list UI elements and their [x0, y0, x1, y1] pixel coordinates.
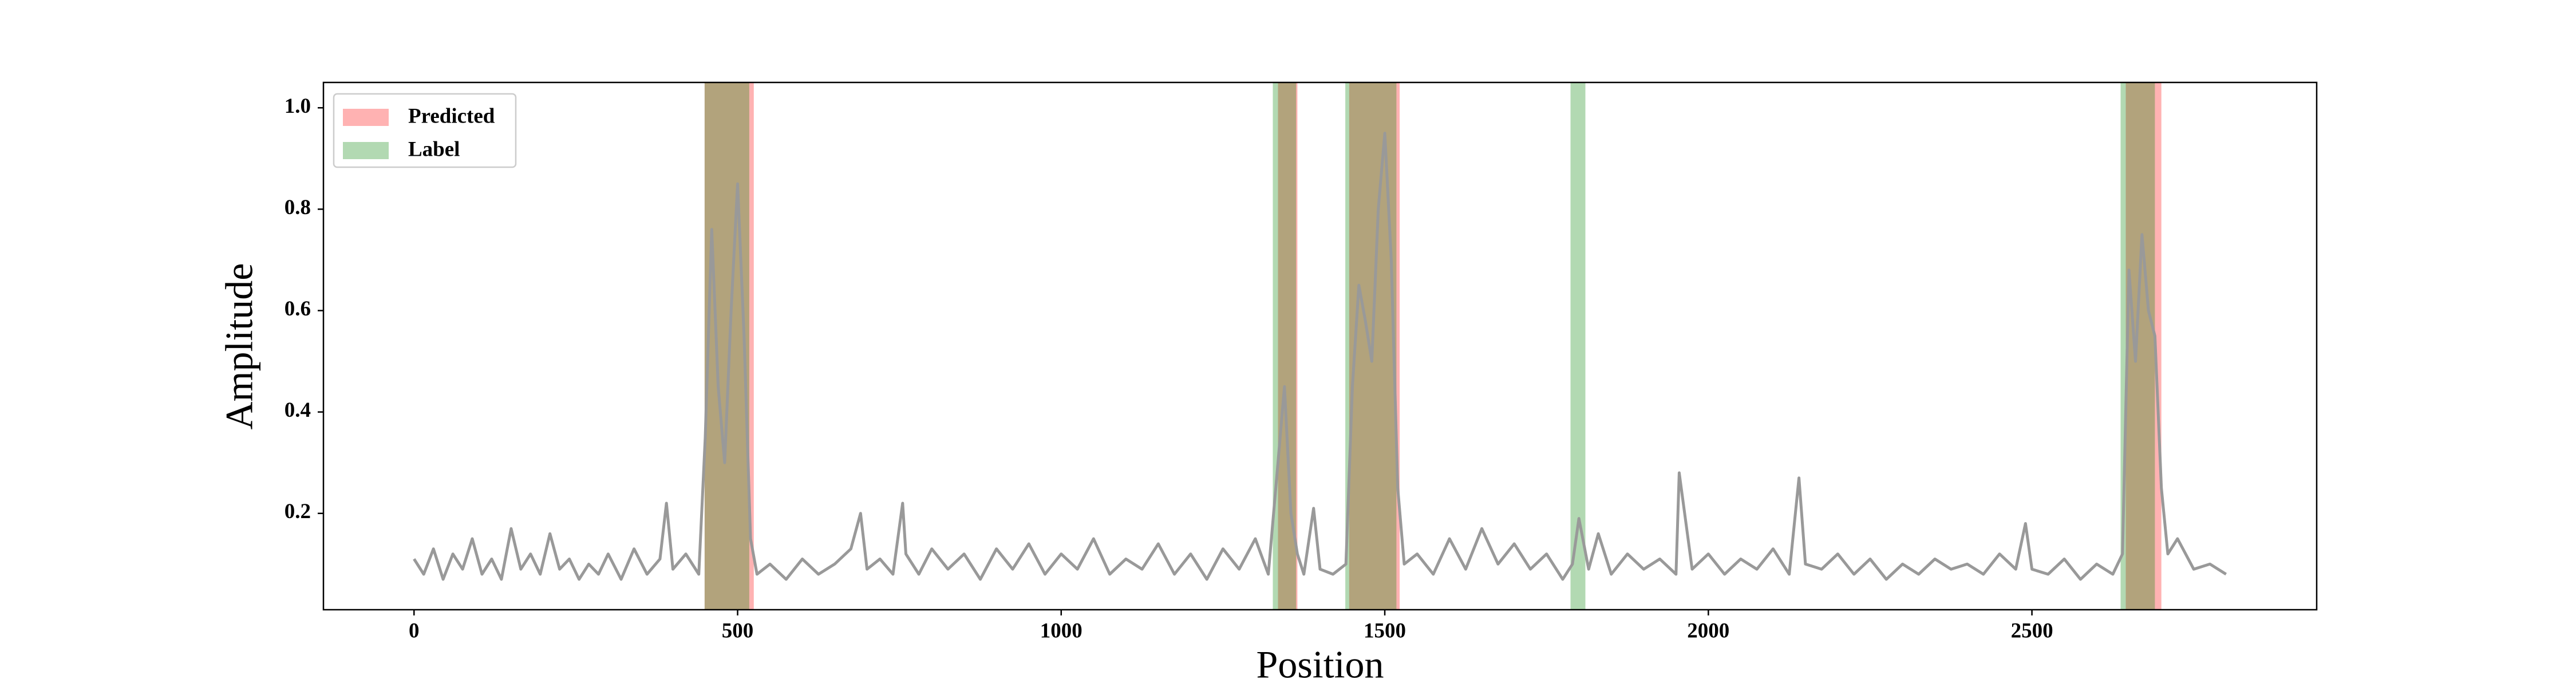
data-line — [413, 132, 2227, 581]
y-tick-label: 1.0 — [285, 94, 311, 118]
y-tick-label: 0.4 — [285, 398, 311, 422]
legend-swatch — [343, 142, 389, 159]
span — [2120, 82, 2155, 610]
span — [1278, 82, 1298, 610]
legend-label: Predicted — [408, 104, 495, 128]
span — [1349, 82, 1400, 610]
x-tick-label: 2500 — [2011, 619, 2053, 642]
legend-label: Label — [408, 137, 460, 161]
legend-swatch — [343, 109, 389, 126]
y-axis-label: Amplitude — [218, 263, 261, 430]
span — [704, 82, 749, 610]
plot-frame — [322, 81, 2318, 611]
y-tick-label: 0.6 — [285, 297, 311, 321]
y-tick-label: 0.2 — [285, 500, 311, 523]
x-tick-label: 1500 — [1364, 619, 1406, 642]
y-tick-label: 0.8 — [285, 196, 311, 219]
x-tick-label: 2000 — [1687, 619, 1729, 642]
x-tick-label: 0 — [409, 619, 420, 642]
legend-box — [333, 93, 517, 168]
x-tick-label: 1000 — [1040, 619, 1082, 642]
x-tick-label: 500 — [722, 619, 754, 642]
x-axis-label: Position — [1257, 643, 1384, 686]
plot-area — [413, 82, 2227, 610]
span — [1345, 82, 1397, 610]
